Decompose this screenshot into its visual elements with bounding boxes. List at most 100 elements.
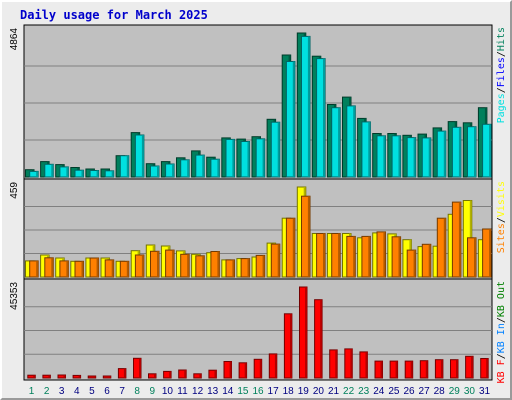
bar-files-day-16 xyxy=(255,138,266,178)
legend-separator: / xyxy=(496,217,507,223)
bar-files-day-22-shade xyxy=(353,105,356,177)
bar-files-day-15-shade xyxy=(247,141,250,177)
bar-sites-day-1-shade xyxy=(36,260,39,277)
x-label-day-18: 18 xyxy=(283,386,295,397)
bar-kb-f-day-15-shade xyxy=(244,362,247,378)
bar-sites-day-28-shade xyxy=(443,218,446,277)
bar-kb-f-day-16-shade xyxy=(259,359,262,378)
bar-kb-f-day-27-shade xyxy=(425,360,428,378)
bar-sites-day-12-shade xyxy=(202,255,205,277)
legend-entry-sites: Sites xyxy=(496,223,507,253)
x-label-day-24: 24 xyxy=(373,386,385,397)
bar-files-day-27-shade xyxy=(428,137,431,177)
bar-sites-day-18 xyxy=(285,217,296,278)
bar-sites-day-14-shade xyxy=(232,259,235,277)
bar-sites-day-18-shade xyxy=(292,218,295,277)
x-label-day-29: 29 xyxy=(449,386,461,397)
bar-kb-f-day-9-shade xyxy=(154,373,157,378)
bar-files-day-20 xyxy=(316,58,326,178)
bar-kb-f-day-28-shade xyxy=(440,359,443,378)
bar-kb-f-day-11-shade xyxy=(184,370,187,378)
bar-files-day-21 xyxy=(331,107,341,178)
bar-sites-day-27 xyxy=(421,243,432,278)
bar-sites-day-7-shade xyxy=(126,261,129,277)
bar-files-day-22 xyxy=(346,105,356,178)
x-label-day-8: 8 xyxy=(134,386,140,397)
bar-sites-day-30-shade xyxy=(474,237,476,277)
bar-kb-f-day-3-shade xyxy=(63,375,66,378)
bar-kb-f-day-31-shade xyxy=(486,358,489,378)
bar-kb-f-day-13-shade xyxy=(214,370,217,378)
legend-separator: / xyxy=(496,317,507,323)
bar-kb-f-day-1-shade xyxy=(33,375,36,378)
bar-kb-f-day-22-shade xyxy=(350,348,353,378)
legend-entry-files: Files xyxy=(496,57,507,87)
bar-files-day-18-shade xyxy=(292,61,295,177)
bar-files-day-4-shade xyxy=(81,170,84,177)
bar-files-day-18 xyxy=(285,61,296,178)
legend-entry-visits: Visits xyxy=(496,181,507,217)
x-label-day-19: 19 xyxy=(298,386,310,397)
bar-files-day-26-shade xyxy=(413,137,416,177)
bar-sites-day-27-shade xyxy=(428,244,431,277)
bar-files-day-1-shade xyxy=(36,171,39,177)
panel-hits-files-pages xyxy=(23,24,493,180)
bar-sites-day-15 xyxy=(240,258,251,278)
x-label-day-10: 10 xyxy=(162,386,174,397)
x-label-day-3: 3 xyxy=(59,386,65,397)
x-label-day-25: 25 xyxy=(388,386,400,397)
bar-kb-f-day-12-shade xyxy=(199,373,202,378)
bar-sites-day-24-shade xyxy=(383,231,386,277)
bar-kb-f-day-14-shade xyxy=(229,361,232,378)
bar-files-day-26 xyxy=(406,137,417,178)
bar-kb-f-day-19-shade xyxy=(305,287,308,378)
bar-files-day-2-shade xyxy=(51,164,54,177)
legend-separator: / xyxy=(496,51,507,57)
x-label-day-17: 17 xyxy=(268,386,280,397)
x-label-day-21: 21 xyxy=(328,386,340,397)
x-label-day-15: 15 xyxy=(237,386,249,397)
bar-kb-f-day-20-shade xyxy=(320,299,323,378)
bar-files-day-25-shade xyxy=(398,135,401,177)
y-axis-max-labels: 4864 459 45353 xyxy=(9,28,20,310)
y-max-label-panel-3: 45353 xyxy=(9,282,20,310)
x-label-day-2: 2 xyxy=(44,386,50,397)
bar-sites-day-22 xyxy=(346,235,356,278)
bar-sites-day-13-shade xyxy=(217,251,220,277)
bar-kb-f-day-17-shade xyxy=(274,353,277,378)
bar-kb-f-day-2-shade xyxy=(48,375,51,378)
bar-files-day-10-shade xyxy=(172,164,175,177)
bar-sites-day-3-shade xyxy=(66,260,69,277)
bar-sites-day-23-shade xyxy=(368,236,371,277)
bar-files-day-21-shade xyxy=(338,107,341,177)
bar-kb-f-day-4-shade xyxy=(78,375,81,378)
bar-kb-f-day-26-shade xyxy=(410,361,413,378)
legend-panel-1: Pages/Files/Hits xyxy=(496,27,507,123)
bar-sites-day-5-shade xyxy=(96,258,99,277)
bar-files-day-5-shade xyxy=(96,170,99,177)
x-label-day-1: 1 xyxy=(29,386,35,397)
bar-kb-f-day-6-shade xyxy=(108,376,111,378)
x-label-day-13: 13 xyxy=(207,386,219,397)
bar-files-day-31-shade xyxy=(489,124,492,177)
bar-files-day-14-shade xyxy=(232,139,235,177)
legend-entry-pages: Pages xyxy=(496,93,507,123)
bar-files-day-25 xyxy=(391,135,402,178)
bar-sites-day-26-shade xyxy=(413,250,416,277)
bar-files-day-23 xyxy=(361,121,371,178)
bar-files-day-8-shade xyxy=(141,135,144,177)
panel-kbytes xyxy=(23,278,493,381)
legend-entry-kb-out: KB Out xyxy=(496,281,507,317)
bar-sites-day-17-shade xyxy=(277,244,280,277)
bar-files-day-20-shade xyxy=(323,58,325,177)
legend-entry-kb-in: KB In xyxy=(496,323,507,353)
bar-kb-f-day-23-shade xyxy=(365,351,368,378)
bar-sites-day-21-shade xyxy=(338,233,341,277)
x-label-day-11: 11 xyxy=(177,386,188,397)
bar-sites-day-17 xyxy=(270,243,281,278)
bar-sites-day-8-shade xyxy=(141,255,144,277)
bar-files-day-30-shade xyxy=(474,126,476,177)
bar-files-day-12-shade xyxy=(202,155,205,177)
bar-files-day-16-shade xyxy=(262,138,265,177)
bar-sites-day-20-shade xyxy=(323,233,325,277)
